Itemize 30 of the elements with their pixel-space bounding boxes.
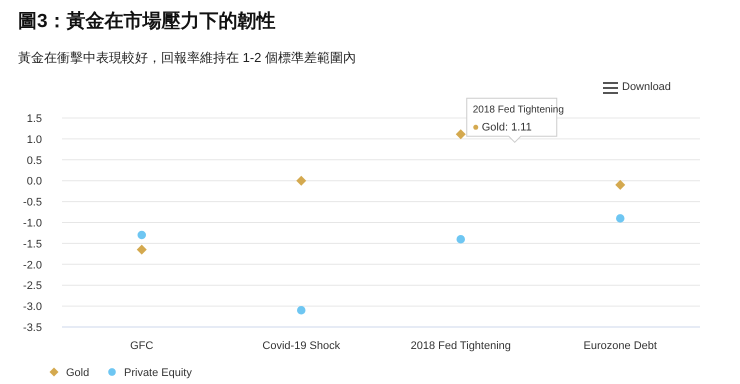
chart-title: 圖3：黃金在市場壓力下的韌性 — [18, 10, 276, 32]
y-tick-label: -3.5 — [23, 322, 42, 334]
legend-label: Private Equity — [124, 367, 192, 379]
point — [615, 180, 626, 190]
point — [136, 244, 147, 255]
point — [456, 234, 465, 244]
annotation: Gold: 1.11 — [482, 121, 532, 134]
y-tick-label: -0.5 — [23, 196, 42, 209]
y-tick-label: 1.0 — [26, 134, 42, 146]
y-tick-label: -2.0 — [23, 259, 42, 272]
y-tick-label: 0.0 — [26, 176, 42, 188]
annotation: 2018 Fed Tightening — [472, 104, 564, 116]
y-tick-label: -3.0 — [23, 301, 42, 314]
text: Download — [622, 81, 671, 93]
point — [296, 176, 306, 186]
point — [616, 214, 624, 223]
y-tick-label: 1.5 — [26, 113, 42, 125]
x-tick-label: GFC — [130, 340, 154, 352]
y-tick-label: -1.0 — [23, 218, 42, 230]
x-tick-label: Covid-19 Shock — [262, 340, 341, 352]
chart-subtitle: 黃金在衝擊中表現較好，回報率維持在 1-2 個標準差範圍內 — [18, 50, 356, 65]
y-tick-label: -1.5 — [23, 238, 42, 250]
x-tick-label: 2018 Fed Tightening — [410, 340, 511, 352]
x-tick-label: Eurozone Debt — [584, 340, 657, 352]
point — [138, 230, 146, 240]
legend-label: Gold — [66, 367, 90, 379]
y-tick-label: 0.5 — [26, 154, 42, 167]
point — [456, 129, 466, 140]
point — [297, 306, 306, 315]
y-tick-label: -2.5 — [23, 280, 42, 292]
